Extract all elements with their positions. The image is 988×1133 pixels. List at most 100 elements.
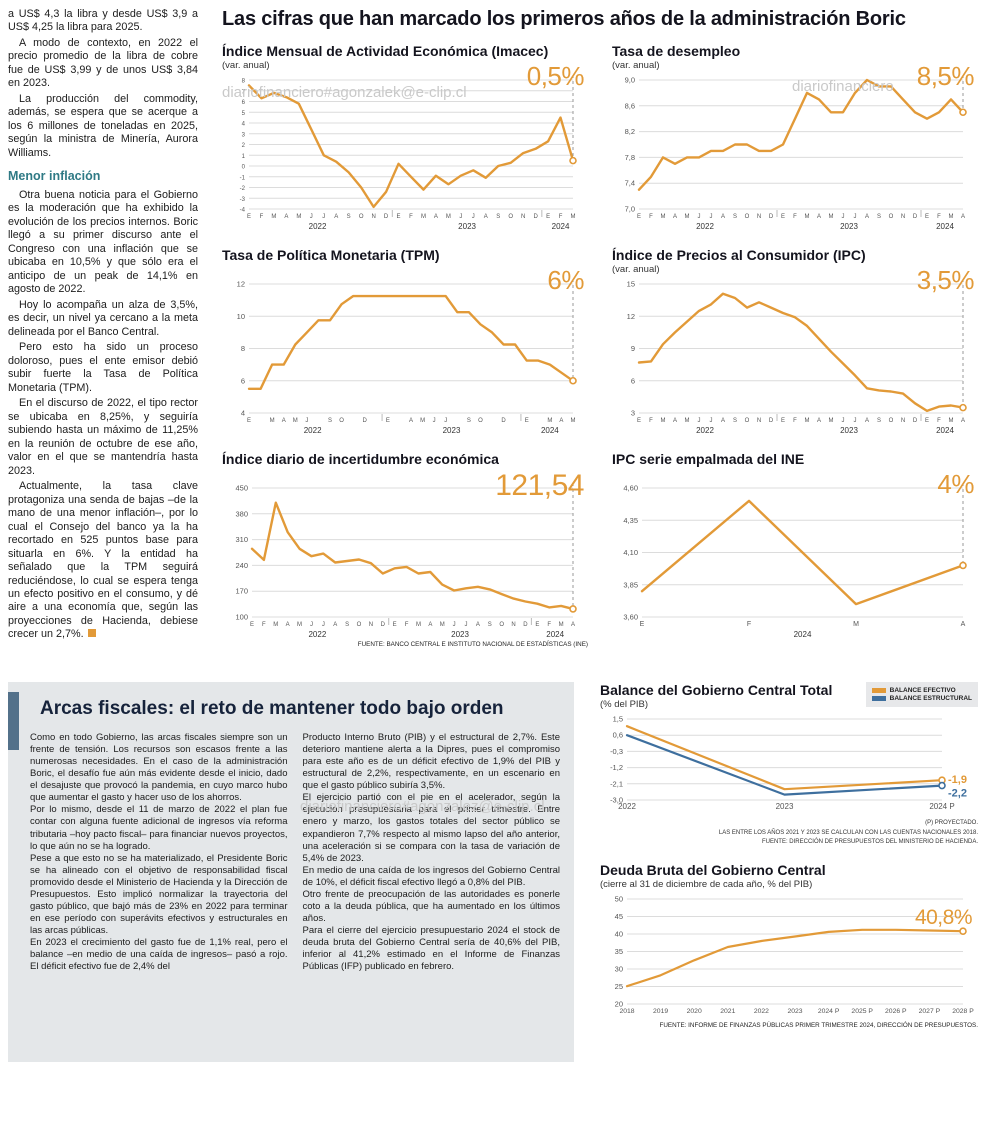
chart-subtitle: (cierre al 31 de diciembre de cada año, … — [600, 878, 813, 890]
svg-text:A: A — [721, 418, 725, 424]
svg-text:D: D — [913, 214, 918, 220]
svg-text:M: M — [853, 621, 859, 628]
svg-text:4,60: 4,60 — [623, 484, 638, 493]
bottom-charts: Balance del Gobierno Central Total (% de… — [600, 682, 978, 1062]
svg-text:2028 P: 2028 P — [952, 1008, 974, 1015]
svg-text:E: E — [386, 418, 390, 424]
svg-text:4: 4 — [242, 122, 246, 128]
svg-text:N: N — [757, 214, 761, 220]
svg-text:0: 0 — [242, 165, 246, 171]
article-end-icon — [87, 629, 96, 638]
svg-text:4,10: 4,10 — [623, 548, 638, 557]
svg-text:2020: 2020 — [687, 1008, 702, 1015]
fiscal-column-1: Como en todo Gobierno, las arcas fiscale… — [30, 732, 288, 973]
svg-text:M: M — [297, 622, 302, 628]
left-article: a US$ 4,3 la libra y desde US$ 3,9 a US$… — [8, 8, 212, 648]
svg-text:7,4: 7,4 — [625, 179, 635, 188]
legend-label: BALANCE ESTRUCTURAL — [889, 695, 972, 702]
paragraph: Por lo mismo, desde el 11 de marzo de 20… — [30, 804, 288, 852]
paragraph: FUENTE: DIRECCIÓN DE PRESUPUESTOS DEL MI… — [761, 839, 978, 846]
svg-text:A: A — [476, 622, 480, 628]
svg-text:2024: 2024 — [541, 426, 559, 435]
svg-text:E: E — [781, 418, 785, 424]
svg-text:40: 40 — [615, 929, 623, 938]
svg-text:J: J — [444, 418, 447, 424]
svg-text:E: E — [925, 214, 929, 220]
paragraph: Hoy lo acompaña un alza de 3,5%, es deci… — [8, 298, 198, 338]
svg-text:J: J — [433, 418, 436, 424]
svg-text:M: M — [440, 622, 445, 628]
svg-text:J: J — [710, 214, 713, 220]
svg-text:E: E — [247, 214, 251, 220]
svg-text:4: 4 — [241, 409, 245, 418]
highlight-value: 6% — [547, 265, 584, 295]
svg-text:E: E — [397, 214, 401, 220]
svg-text:2022: 2022 — [696, 426, 714, 435]
top-section: a US$ 4,3 la libra y desde US$ 3,9 a US$… — [8, 8, 978, 648]
svg-text:D: D — [769, 418, 774, 424]
svg-text:35: 35 — [615, 947, 623, 956]
fiscal-title: Arcas fiscales: el reto de mantener todo… — [40, 698, 504, 719]
chart-desempleo: Tasa de desempleo (var. anual) 9,0 8,6 8,2… — [612, 43, 978, 231]
svg-text:M: M — [416, 622, 421, 628]
chart-notes: (P) PROYECTADO. LAS ENTRE LOS AÑOS 2021 Y… — [600, 819, 978, 848]
svg-text:A: A — [721, 214, 725, 220]
svg-text:O: O — [339, 418, 344, 424]
svg-text:O: O — [745, 214, 750, 220]
svg-text:2023: 2023 — [443, 426, 461, 435]
svg-text:M: M — [559, 622, 564, 628]
line-chart: 1,5 0,6 -0,3 -1,2 -2,1 -3,0 2022 2023 2024 P -1,9… — [600, 712, 978, 816]
svg-text:380: 380 — [235, 509, 248, 518]
svg-text:2023: 2023 — [776, 802, 794, 811]
svg-text:-2,2: -2,2 — [948, 788, 967, 800]
chart-wrap: 8 7 6 5 4 3 2 1 0 -1 -2 -3 -4 E F M A M J J A S O N D E F M A M J J A S O N… — [222, 61, 588, 231]
svg-text:M: M — [829, 418, 834, 424]
svg-text:M: M — [273, 622, 278, 628]
svg-text:A: A — [673, 214, 677, 220]
svg-text:310: 310 — [235, 535, 248, 544]
svg-text:-1: -1 — [240, 175, 246, 181]
svg-text:J: J — [842, 418, 845, 424]
svg-text:2024: 2024 — [794, 630, 812, 639]
svg-text:6: 6 — [631, 376, 635, 385]
svg-text:2022: 2022 — [618, 802, 636, 811]
svg-text:2022: 2022 — [304, 426, 322, 435]
svg-text:-4: -4 — [240, 208, 246, 214]
svg-text:E: E — [781, 214, 785, 220]
svg-text:F: F — [547, 622, 551, 628]
chart-title: Tasa de desempleo — [612, 43, 741, 59]
svg-text:15: 15 — [627, 280, 635, 289]
chart-title: Deuda Bruta del Gobierno Central — [600, 861, 826, 878]
svg-text:O: O — [889, 214, 894, 220]
svg-text:S: S — [347, 214, 351, 220]
svg-text:-0,3: -0,3 — [610, 747, 623, 756]
svg-text:E: E — [925, 418, 929, 424]
svg-text:M: M — [271, 214, 276, 220]
svg-text:2023: 2023 — [840, 426, 858, 435]
svg-text:F: F — [409, 214, 413, 220]
svg-text:E: E — [247, 418, 251, 424]
svg-text:F: F — [937, 214, 941, 220]
svg-text:E: E — [546, 214, 550, 220]
line-chart: 15 12 9 6 3 E F M A M J J A S O N D E F M A M J J A S O N D E F M A 2022 2… — [612, 277, 978, 435]
chart-deuda: Deuda Bruta del Gobierno Central (cierre… — [600, 862, 978, 1029]
svg-text:J: J — [465, 622, 468, 628]
svg-text:M: M — [446, 214, 451, 220]
charts-grid: Índice Mensual de Actividad Económica (I… — [222, 43, 978, 648]
svg-text:2: 2 — [242, 143, 246, 149]
highlight-value: 4% — [937, 469, 974, 499]
svg-text:2024: 2024 — [546, 630, 564, 639]
chart-subtitle: (var. anual) — [612, 264, 660, 275]
svg-text:2026 P: 2026 P — [885, 1008, 907, 1015]
svg-text:8,6: 8,6 — [625, 101, 635, 110]
svg-text:1: 1 — [242, 154, 246, 160]
highlight-value: 40,8% — [914, 905, 973, 929]
chart-subtitle: (var. anual) — [612, 60, 660, 71]
chart-title: Índice diario de incertidumbre económica — [222, 451, 499, 467]
main-title: Las cifras que han marcado los primeros … — [222, 8, 906, 30]
chart-source: FUENTE: BANCO CENTRAL E INSTITUTO NACION… — [357, 641, 588, 648]
svg-text:20: 20 — [615, 999, 623, 1008]
svg-text:-3: -3 — [240, 197, 246, 203]
svg-text:M: M — [949, 418, 954, 424]
